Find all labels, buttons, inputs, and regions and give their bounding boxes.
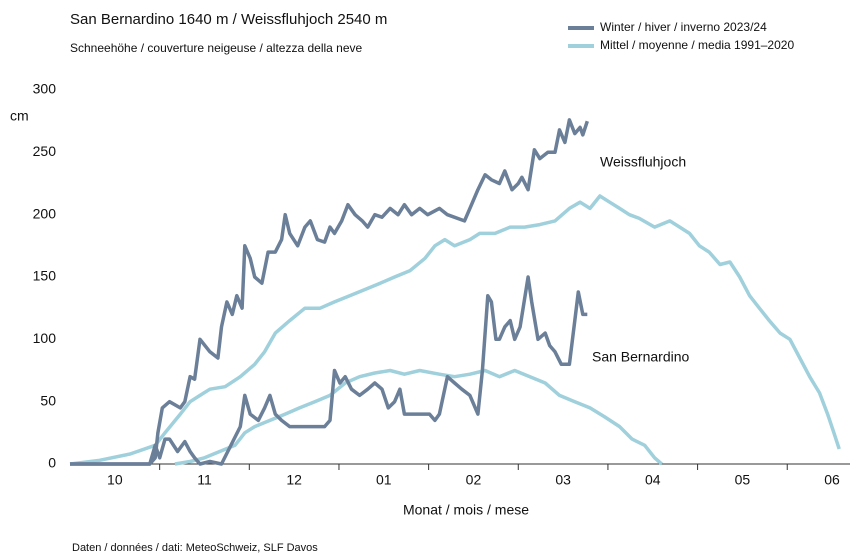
x-tick-label: 11 bbox=[197, 472, 212, 488]
chart-title: San Bernardino 1640 m / Weissfluhjoch 25… bbox=[70, 11, 387, 28]
source: Daten / données / dati: MeteoSchweiz, SL… bbox=[72, 542, 318, 554]
x-tick-label: 03 bbox=[555, 472, 571, 488]
x-tick-label: 04 bbox=[645, 472, 661, 488]
series-line bbox=[70, 118, 589, 466]
legend-label: Mittel / moyenne / media 1991–2020 bbox=[600, 38, 794, 52]
y-tick-label: 100 bbox=[33, 330, 57, 346]
series-line bbox=[70, 275, 588, 466]
y-tick-label: 50 bbox=[40, 392, 56, 408]
annotation: Weissfluhjoch bbox=[600, 154, 686, 170]
x-tick-label: 05 bbox=[735, 472, 751, 488]
y-tick-label: 200 bbox=[33, 205, 57, 221]
y-tick-label: 150 bbox=[33, 268, 57, 284]
x-axis-label: Monat / mois / mese bbox=[403, 502, 529, 518]
series-line bbox=[174, 368, 663, 466]
y-tick-label: 300 bbox=[33, 81, 57, 97]
x-tick-label: 01 bbox=[376, 472, 392, 488]
x-tick-label: 12 bbox=[286, 472, 302, 488]
y-axis-label: cm bbox=[10, 108, 29, 124]
chart-subtitle: Schneehöhe / couverture neigeuse / altez… bbox=[70, 41, 363, 55]
x-tick-label: 10 bbox=[107, 472, 123, 488]
y-tick-label: 250 bbox=[33, 143, 57, 159]
series-line bbox=[69, 194, 841, 466]
legend-label: Winter / hiver / inverno 2023/24 bbox=[600, 20, 767, 34]
y-tick-label: 0 bbox=[48, 455, 56, 471]
x-tick-label: 02 bbox=[466, 472, 482, 488]
annotation: San Bernardino bbox=[592, 349, 690, 365]
x-tick-label: 06 bbox=[824, 472, 840, 488]
